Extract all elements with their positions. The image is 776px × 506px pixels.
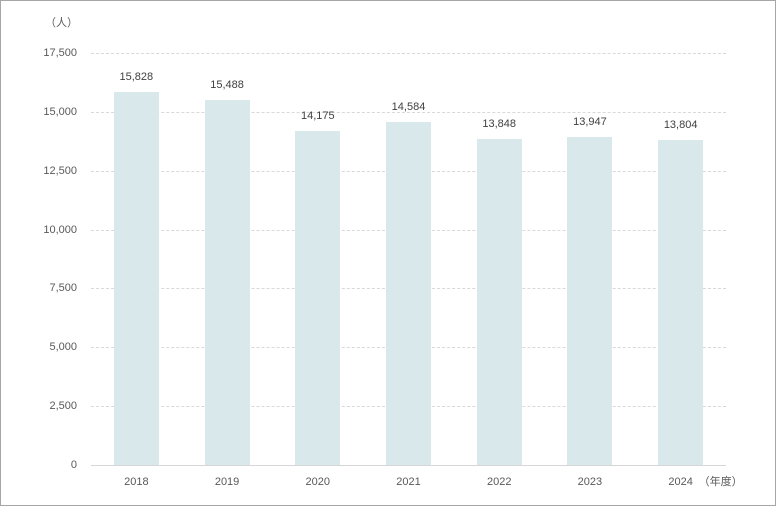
x-axis-label-2020: 2020 [305,476,331,488]
value-label-2018: 15,828 [119,71,154,84]
bar-2018 [113,92,159,465]
y-axis-tick-label: 12,500 [43,164,77,177]
value-label-2024: 13,804 [663,119,698,131]
x-axis-label-2023: 2023 [577,476,603,488]
bar-2020 [295,131,341,465]
y-axis-unit-label: （人） [45,17,78,29]
x-axis-label-2021: 2021 [396,476,421,488]
y-axis-tick-label: 10,000 [43,223,77,236]
y-axis-tick-label: 5,000 [49,341,77,354]
x-axis-label-2024: 2024 [668,476,693,488]
value-label-2021: 14,584 [391,100,426,113]
bar-2019 [204,100,250,465]
bar-2023 [567,136,613,465]
x-axis-label-2022: 2022 [486,476,512,488]
y-axis-tick-label: 0 [70,459,77,471]
x-axis-line [91,465,726,466]
x-axis-unit-suffix: （年度） [698,476,743,488]
gridline [91,53,726,54]
value-label-2022: 13,848 [482,117,517,130]
value-label-2023: 13,947 [573,115,607,128]
value-label-2019: 15,488 [210,79,244,92]
x-axis-label-2018: 2018 [124,476,149,488]
y-axis-tick-label: 7,500 [49,282,77,295]
bar-2024 [658,140,704,465]
value-label-2020: 14,175 [300,110,335,123]
bar-2022 [476,138,522,465]
y-axis-tick-label: 17,500 [43,47,77,59]
y-axis-tick-label: 2,500 [49,400,77,413]
y-axis-tick-label: 15,000 [43,105,77,118]
gridline [91,111,726,113]
x-axis-label-2019: 2019 [214,476,240,488]
bar-2021 [386,121,431,465]
